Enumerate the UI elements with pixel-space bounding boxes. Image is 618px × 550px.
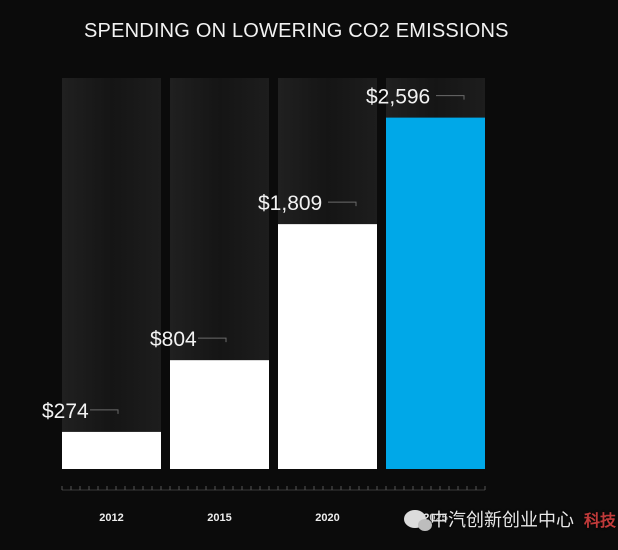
- bar-2020: [278, 224, 377, 469]
- data-label-2012: $274: [42, 400, 89, 423]
- data-label-2015: $804: [150, 328, 197, 351]
- tick-label-2015: 2015: [207, 512, 231, 524]
- data-label-2020: $1,809: [258, 192, 322, 215]
- data-label-2025: $2,596: [366, 86, 430, 109]
- tick-label-2012: 2012: [99, 512, 123, 524]
- bar-2012: [62, 431, 161, 469]
- label-leader-2020: [328, 201, 357, 207]
- chart-title: SPENDING ON LOWERING CO2 EMISSIONS: [84, 20, 509, 42]
- label-leader-2015: [198, 337, 227, 343]
- label-leader-2025: [436, 95, 465, 100]
- watermark-text: 中汽创新创业中心: [430, 510, 574, 531]
- bar-2025: [386, 117, 485, 469]
- bar-2015: [170, 360, 269, 469]
- watermark: 中汽创新创业中心 科技: [404, 506, 616, 532]
- column-background: [62, 78, 161, 469]
- label-leader-2012: [90, 409, 119, 414]
- watermark-tail: 科技: [584, 511, 617, 530]
- tick-label-2020: 2020: [315, 512, 339, 524]
- wechat-icon: [404, 510, 432, 531]
